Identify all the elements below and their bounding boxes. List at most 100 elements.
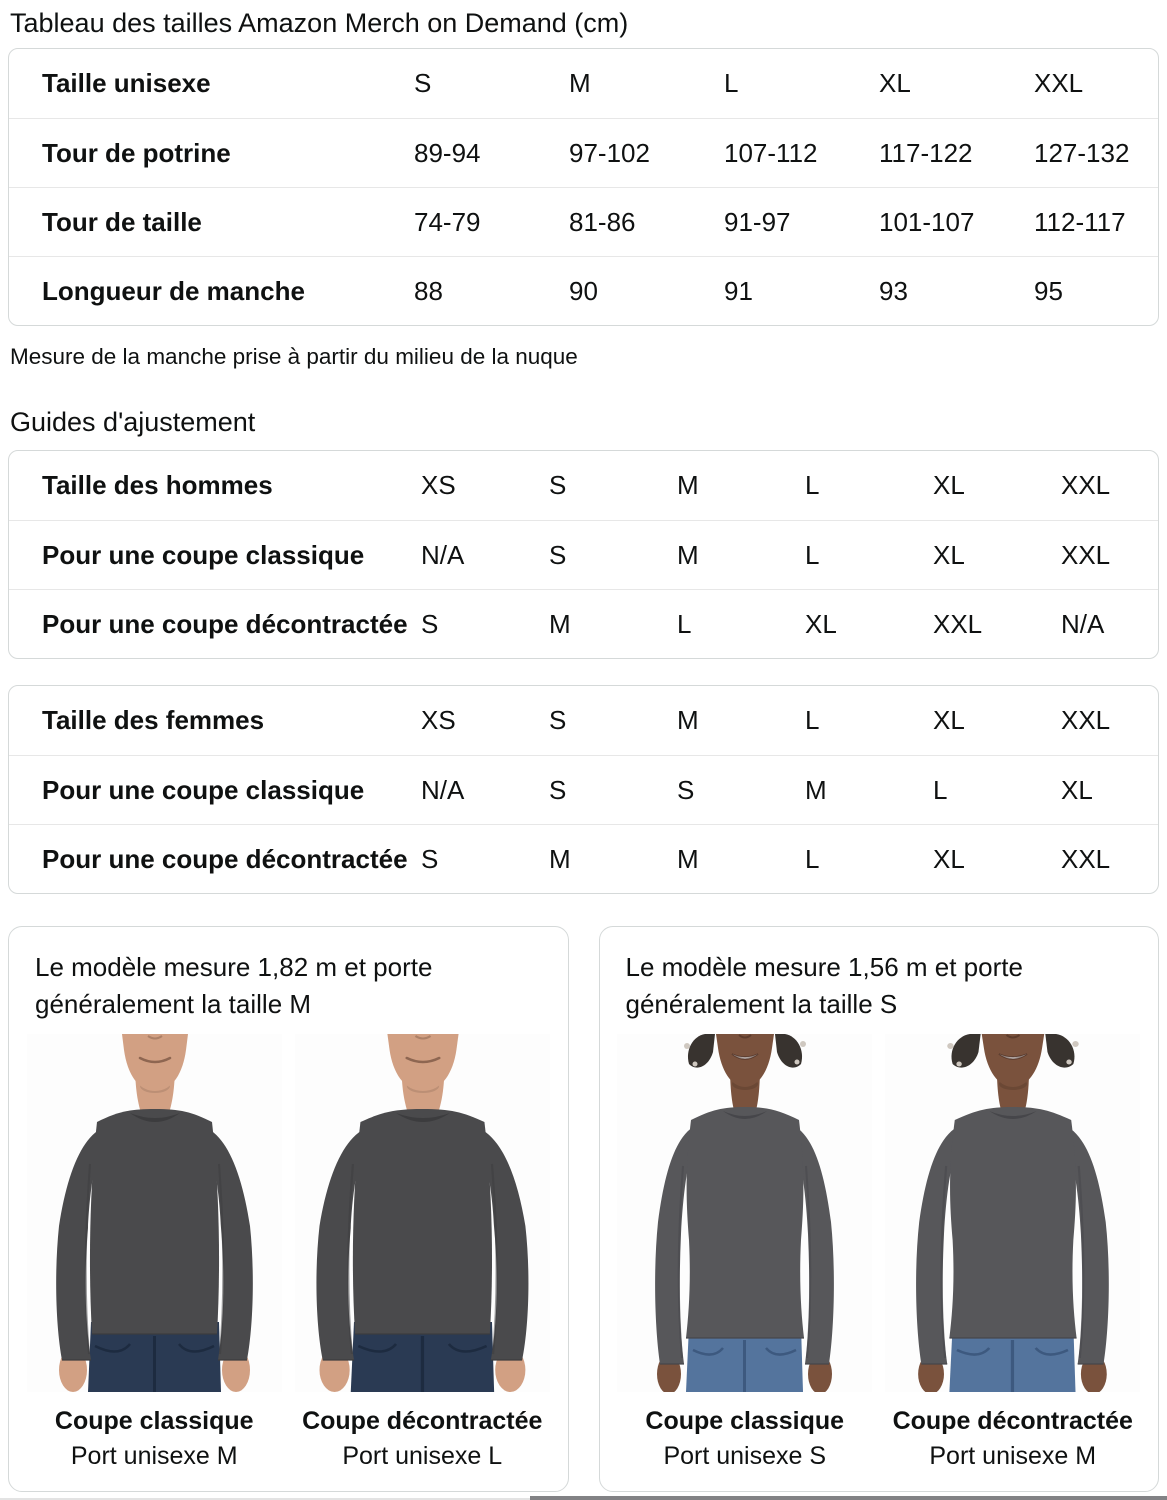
female-model-card: Le modèle mesure 1,56 m et porte général… xyxy=(598,926,1159,1492)
model-description: Le modèle mesure 1,82 m et porte général… xyxy=(35,952,433,1019)
fit-col-l: L xyxy=(805,470,820,500)
fit-col-xs: XS xyxy=(421,705,456,735)
photo-classic-fit: Coupe classique Port unisexe M xyxy=(26,1034,282,1470)
table-cell: 117-122 xyxy=(879,137,973,168)
fit-col-s: S xyxy=(549,470,567,500)
table-cell: XL xyxy=(805,608,837,639)
fit-col-m: M xyxy=(677,705,699,735)
fit-label: Coupe classique xyxy=(645,1407,845,1435)
table-cell: 74-79 xyxy=(414,206,481,237)
size-table: Taille unisexe S M L XL XXL Tour de potr… xyxy=(8,48,1159,326)
size-col-l: L xyxy=(724,68,739,98)
table-cell: 107-112 xyxy=(724,137,818,168)
table-row-chest: Tour de potrine 89-94 97-102 107-112 117… xyxy=(9,118,1158,187)
table-cell: M xyxy=(677,539,699,570)
table-cell: 97-102 xyxy=(569,137,650,168)
person-illustration xyxy=(27,1034,282,1392)
table-cell: S xyxy=(549,539,567,570)
size-col-xxl: XXL xyxy=(1034,68,1084,98)
size-col-xl: XL xyxy=(879,68,911,98)
photo-relaxed-fit: Coupe décontractée Port unisexe M xyxy=(885,1034,1141,1470)
table-cell: L xyxy=(933,774,948,805)
table-cell: N/A xyxy=(421,539,465,570)
photo-row: Coupe classique Port unisexe S Coupe déc… xyxy=(612,1034,1147,1470)
table-row-classic-fit: Pour une coupe classique N/A S S M L XL xyxy=(9,755,1158,824)
womens-fit-header-label: Taille des femmes xyxy=(42,705,265,735)
table-cell: 91-97 xyxy=(724,206,791,237)
table-row-sleeve: Longueur de manche 88 90 91 93 95 xyxy=(9,256,1158,325)
fit-label: Coupe décontractée xyxy=(892,1407,1133,1435)
table-cell: XXL xyxy=(1061,539,1111,570)
table-cell: M xyxy=(549,843,571,874)
table-cell: 93 xyxy=(879,275,908,306)
table-cell: M xyxy=(805,774,827,805)
fit-col-xs: XS xyxy=(421,470,456,500)
model-photo-man-relaxed xyxy=(294,1034,550,1392)
table-cell: S xyxy=(421,843,439,874)
table-cell: 112-117 xyxy=(1034,206,1126,237)
fit-guides-heading: Guides d'ajustement xyxy=(10,407,256,437)
fit-label: Coupe décontractée xyxy=(302,1407,543,1435)
table-cell: 88 xyxy=(414,275,443,306)
row-label: Tour de potrine xyxy=(42,137,231,168)
table-cell: XXL xyxy=(1061,843,1111,874)
size-label: Port unisexe M xyxy=(929,1442,1097,1470)
size-col-m: M xyxy=(569,68,591,98)
table-cell: XL xyxy=(1061,774,1093,805)
person-illustration xyxy=(617,1034,872,1392)
table-cell: M xyxy=(549,608,571,639)
table-cell: S xyxy=(549,774,567,805)
row-label: Longueur de manche xyxy=(42,275,305,306)
sleeve-measure-note: Mesure de la manche prise à partir du mi… xyxy=(10,344,578,369)
table-cell: 81-86 xyxy=(569,206,636,237)
fit-label: Coupe classique xyxy=(54,1407,254,1435)
table-row-relaxed-fit: Pour une coupe décontractée S M L XL XXL… xyxy=(9,589,1158,658)
size-label: Port unisexe S xyxy=(663,1442,827,1470)
size-label: Port unisexe L xyxy=(342,1442,503,1470)
table-cell: S xyxy=(421,608,439,639)
page-title: Tableau des tailles Amazon Merch on Dema… xyxy=(10,8,629,38)
mens-fit-header-row: Taille des hommes XS S M L XL XXL xyxy=(9,451,1158,520)
table-cell: 89-94 xyxy=(414,137,481,168)
model-cards: Le modèle mesure 1,82 m et porte général… xyxy=(8,926,1159,1492)
next-section-edge-light xyxy=(0,1498,530,1500)
table-cell: S xyxy=(677,774,695,805)
model-photo-man-classic xyxy=(26,1034,282,1392)
fit-col-xl: XL xyxy=(933,705,965,735)
mens-fit-header-label: Taille des hommes xyxy=(42,470,273,500)
table-cell: 95 xyxy=(1034,275,1063,306)
model-description: Le modèle mesure 1,56 m et porte général… xyxy=(625,952,1023,1019)
fit-col-xxl: XXL xyxy=(1061,705,1111,735)
table-cell: XL xyxy=(933,843,965,874)
size-label: Port unisexe M xyxy=(70,1442,238,1470)
size-table-header-row: Taille unisexe S M L XL XXL xyxy=(9,49,1158,118)
table-cell: N/A xyxy=(1061,608,1105,639)
size-col-s: S xyxy=(414,68,432,98)
table-row-classic-fit: Pour une coupe classique N/A S M L XL XX… xyxy=(9,520,1158,589)
size-table-header-label: Taille unisexe xyxy=(42,68,211,98)
next-section-edge xyxy=(530,1496,1167,1500)
table-cell: M xyxy=(677,843,699,874)
table-cell: XL xyxy=(933,539,965,570)
table-cell: 101-107 xyxy=(879,206,975,237)
row-label: Pour une coupe classique xyxy=(42,774,365,805)
row-label: Pour une coupe classique xyxy=(42,539,365,570)
table-row-waist: Tour de taille 74-79 81-86 91-97 101-107… xyxy=(9,187,1158,256)
table-cell: XXL xyxy=(933,608,983,639)
table-cell: L xyxy=(805,539,820,570)
photo-row: Coupe classique Port unisexe M Coupe déc… xyxy=(21,1034,556,1470)
table-cell: 127-132 xyxy=(1034,137,1130,168)
row-label: Pour une coupe décontractée xyxy=(42,843,408,874)
model-photo-woman-relaxed xyxy=(885,1034,1141,1392)
row-label: Pour une coupe décontractée xyxy=(42,608,408,639)
photo-classic-fit: Coupe classique Port unisexe S xyxy=(617,1034,873,1470)
fit-col-s: S xyxy=(549,705,567,735)
row-label: Tour de taille xyxy=(42,206,202,237)
photo-relaxed-fit: Coupe décontractée Port unisexe L xyxy=(294,1034,550,1470)
table-row-relaxed-fit: Pour une coupe décontractée S M M L XL X… xyxy=(9,824,1158,893)
fit-col-xl: XL xyxy=(933,470,965,500)
womens-fit-table: Taille des femmes XS S M L XL XXL Pour u… xyxy=(8,685,1159,894)
fit-col-m: M xyxy=(677,470,699,500)
mens-fit-table: Taille des hommes XS S M L XL XXL Pour u… xyxy=(8,450,1159,659)
fit-col-l: L xyxy=(805,705,820,735)
